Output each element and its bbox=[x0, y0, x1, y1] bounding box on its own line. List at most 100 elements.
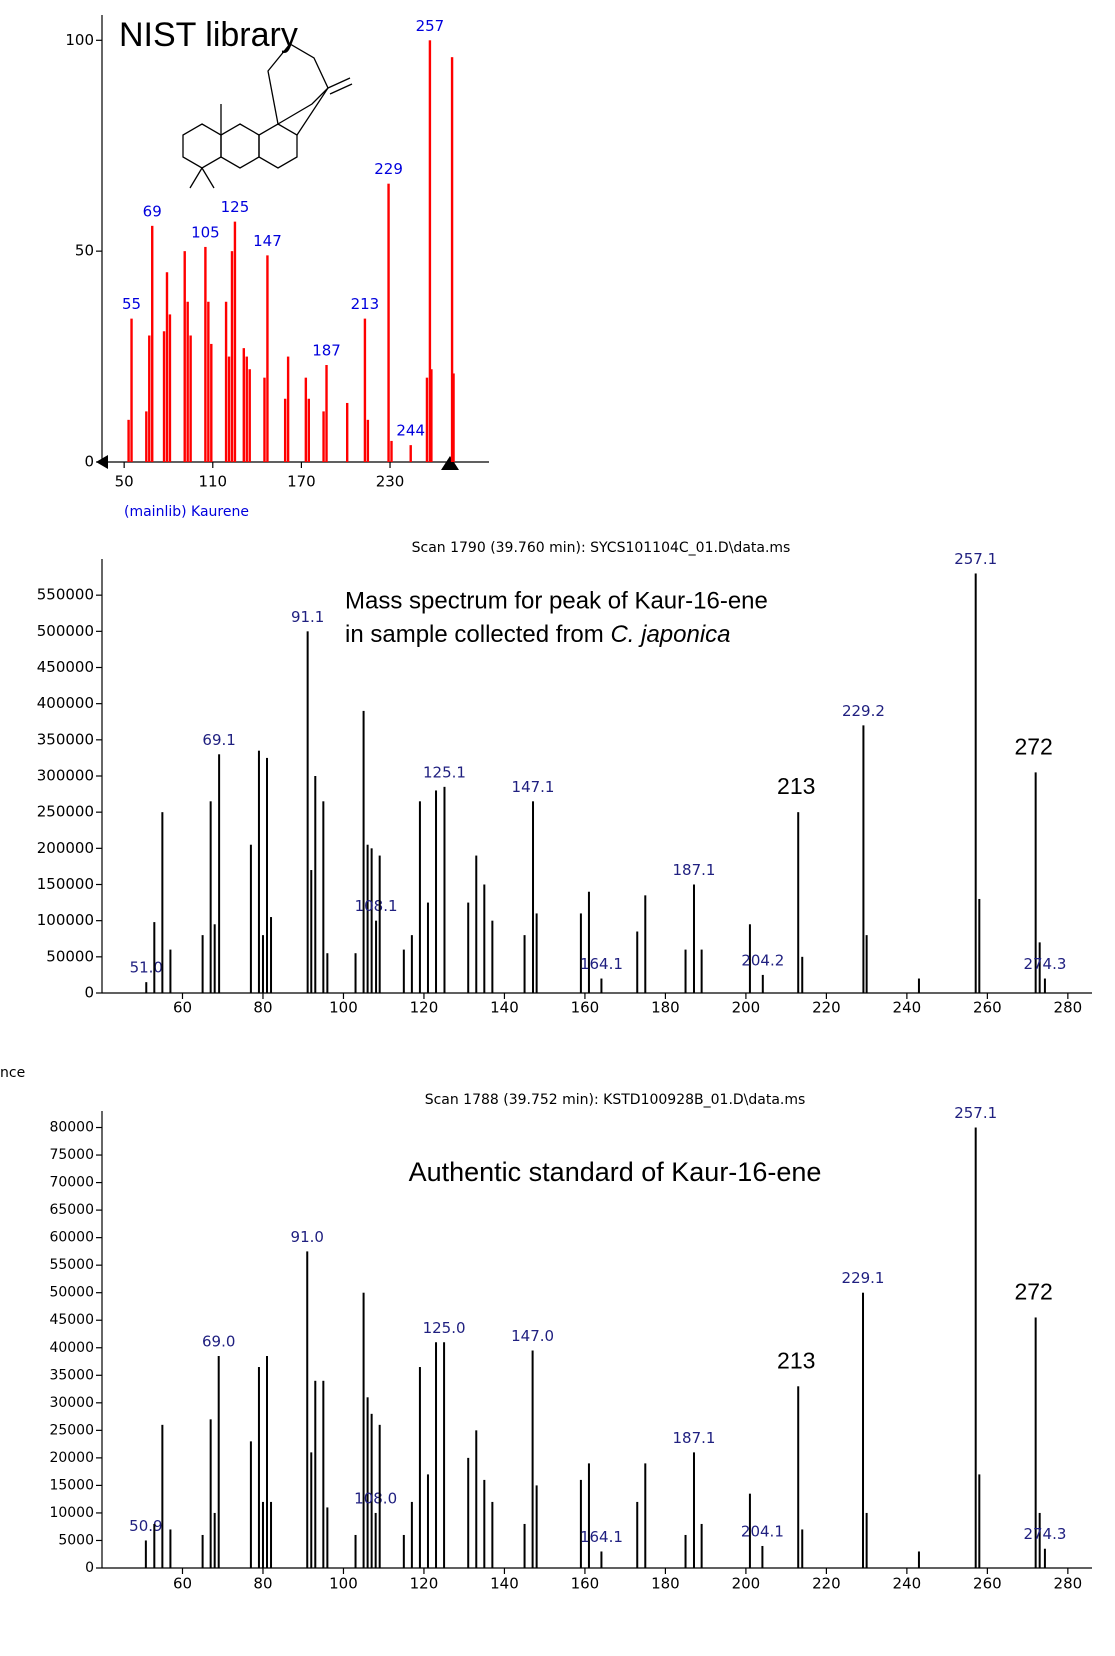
peak bbox=[426, 1474, 429, 1568]
y-tick-label: 35000 bbox=[49, 1367, 94, 1383]
x-tick-label: 280 bbox=[1054, 999, 1083, 1017]
peak bbox=[378, 1424, 381, 1568]
annotation: 272 bbox=[1014, 733, 1052, 759]
peak bbox=[213, 924, 216, 993]
peak bbox=[209, 801, 212, 993]
peak bbox=[249, 1441, 252, 1568]
peak bbox=[410, 1501, 413, 1568]
peak bbox=[425, 377, 429, 462]
axis-marker bbox=[441, 456, 459, 470]
y-tick-label: 400000 bbox=[37, 694, 94, 712]
peak bbox=[430, 369, 433, 462]
peak bbox=[304, 377, 308, 462]
peak bbox=[307, 398, 310, 462]
peak bbox=[974, 1127, 977, 1568]
peak-label: 274.3 bbox=[1023, 955, 1066, 973]
peak-label: 125.1 bbox=[423, 763, 466, 781]
peak bbox=[209, 1419, 212, 1568]
peak bbox=[207, 301, 210, 462]
peak bbox=[233, 221, 237, 462]
x-tick-label: 230 bbox=[376, 473, 405, 491]
y-tick-label: 150000 bbox=[37, 875, 94, 893]
peak bbox=[186, 301, 189, 462]
peak-label: 229.2 bbox=[842, 702, 885, 720]
peak bbox=[266, 1356, 268, 1568]
peak bbox=[224, 301, 228, 462]
y-tick-label: 65000 bbox=[49, 1202, 94, 1218]
peak-label: 229 bbox=[374, 160, 403, 178]
peak bbox=[201, 935, 204, 993]
y-tick-label: 100 bbox=[65, 31, 94, 49]
chart-note: Authentic standard of Kaur-16-ene bbox=[409, 1157, 822, 1187]
y-tick-label: 50000 bbox=[49, 1285, 94, 1301]
x-tick-label: 100 bbox=[329, 1575, 358, 1593]
peak bbox=[306, 631, 309, 993]
peak bbox=[418, 1367, 421, 1568]
peak bbox=[797, 1386, 800, 1568]
chart-note: Mass spectrum for peak of Kaur-16-ene bbox=[345, 587, 768, 614]
x-tick-label: 110 bbox=[198, 473, 227, 491]
peak bbox=[374, 1512, 377, 1568]
peak bbox=[286, 356, 290, 462]
peak bbox=[587, 891, 590, 993]
peak bbox=[801, 956, 804, 993]
peak bbox=[450, 57, 454, 463]
annotation: 213 bbox=[777, 773, 815, 799]
peak bbox=[402, 1534, 405, 1568]
peak-label: 91.1 bbox=[291, 608, 324, 626]
peak-label: 187 bbox=[312, 342, 341, 360]
y-tick-label: 0 bbox=[84, 453, 94, 471]
peak bbox=[1034, 772, 1037, 993]
peak bbox=[428, 40, 432, 463]
x-tick-label: 240 bbox=[893, 999, 922, 1017]
peak bbox=[535, 1485, 538, 1568]
y-axis-label: nce bbox=[0, 1065, 25, 1081]
peak bbox=[363, 318, 367, 462]
peak bbox=[797, 812, 800, 993]
peak bbox=[210, 343, 213, 462]
peak bbox=[865, 935, 868, 993]
x-tick-label: 170 bbox=[287, 473, 316, 491]
peak bbox=[322, 411, 325, 462]
peak bbox=[153, 922, 156, 993]
peak bbox=[283, 398, 287, 462]
peak bbox=[322, 1380, 325, 1568]
peak bbox=[345, 402, 349, 462]
peak bbox=[865, 1512, 868, 1568]
chart-title: Scan 1788 (39.752 min): KSTD100928B_01.D… bbox=[425, 1092, 806, 1108]
peak bbox=[145, 982, 148, 993]
x-tick-label: 200 bbox=[732, 999, 761, 1017]
peak-label: 257.1 bbox=[954, 1104, 997, 1122]
peak bbox=[325, 365, 328, 462]
peak bbox=[248, 369, 251, 462]
peak bbox=[362, 1292, 365, 1568]
peak bbox=[266, 255, 269, 462]
x-tick-label: 240 bbox=[893, 1575, 922, 1593]
peak bbox=[483, 1479, 486, 1568]
peak bbox=[127, 419, 130, 462]
peak-label: 91.0 bbox=[291, 1228, 324, 1246]
peak bbox=[443, 1342, 446, 1568]
x-tick-label: 80 bbox=[253, 999, 272, 1017]
peak bbox=[314, 1380, 317, 1568]
peak bbox=[366, 1397, 369, 1568]
peak bbox=[261, 1501, 264, 1568]
peak bbox=[130, 318, 133, 462]
chart-title: NIST library bbox=[119, 16, 298, 54]
peak bbox=[326, 953, 329, 993]
peak bbox=[314, 776, 317, 993]
peak bbox=[636, 1501, 639, 1568]
peak bbox=[151, 225, 154, 462]
peak bbox=[435, 1342, 438, 1568]
peak bbox=[579, 913, 582, 993]
peak bbox=[230, 251, 234, 462]
molecule-structure bbox=[182, 43, 353, 189]
peak bbox=[145, 411, 148, 462]
x-tick-label: 220 bbox=[812, 1575, 841, 1593]
peak-label: 244 bbox=[396, 422, 425, 440]
peak bbox=[390, 440, 393, 462]
annotation: 213 bbox=[777, 1347, 815, 1373]
peak bbox=[917, 1551, 920, 1568]
x-tick-label: 180 bbox=[651, 1575, 680, 1593]
